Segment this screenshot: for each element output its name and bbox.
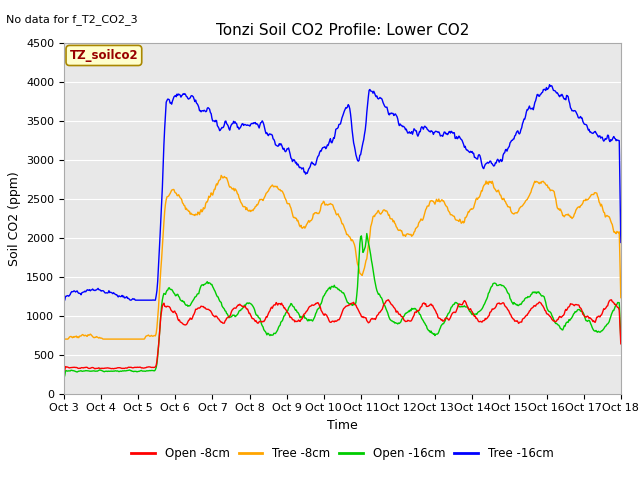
Text: TZ_soilco2: TZ_soilco2 bbox=[70, 49, 138, 62]
Title: Tonzi Soil CO2 Profile: Lower CO2: Tonzi Soil CO2 Profile: Lower CO2 bbox=[216, 23, 469, 38]
Legend: Open -8cm, Tree -8cm, Open -16cm, Tree -16cm: Open -8cm, Tree -8cm, Open -16cm, Tree -… bbox=[127, 443, 558, 465]
X-axis label: Time: Time bbox=[327, 419, 358, 432]
Text: No data for f_T2_CO2_3: No data for f_T2_CO2_3 bbox=[6, 14, 138, 25]
Y-axis label: Soil CO2 (ppm): Soil CO2 (ppm) bbox=[8, 171, 20, 266]
